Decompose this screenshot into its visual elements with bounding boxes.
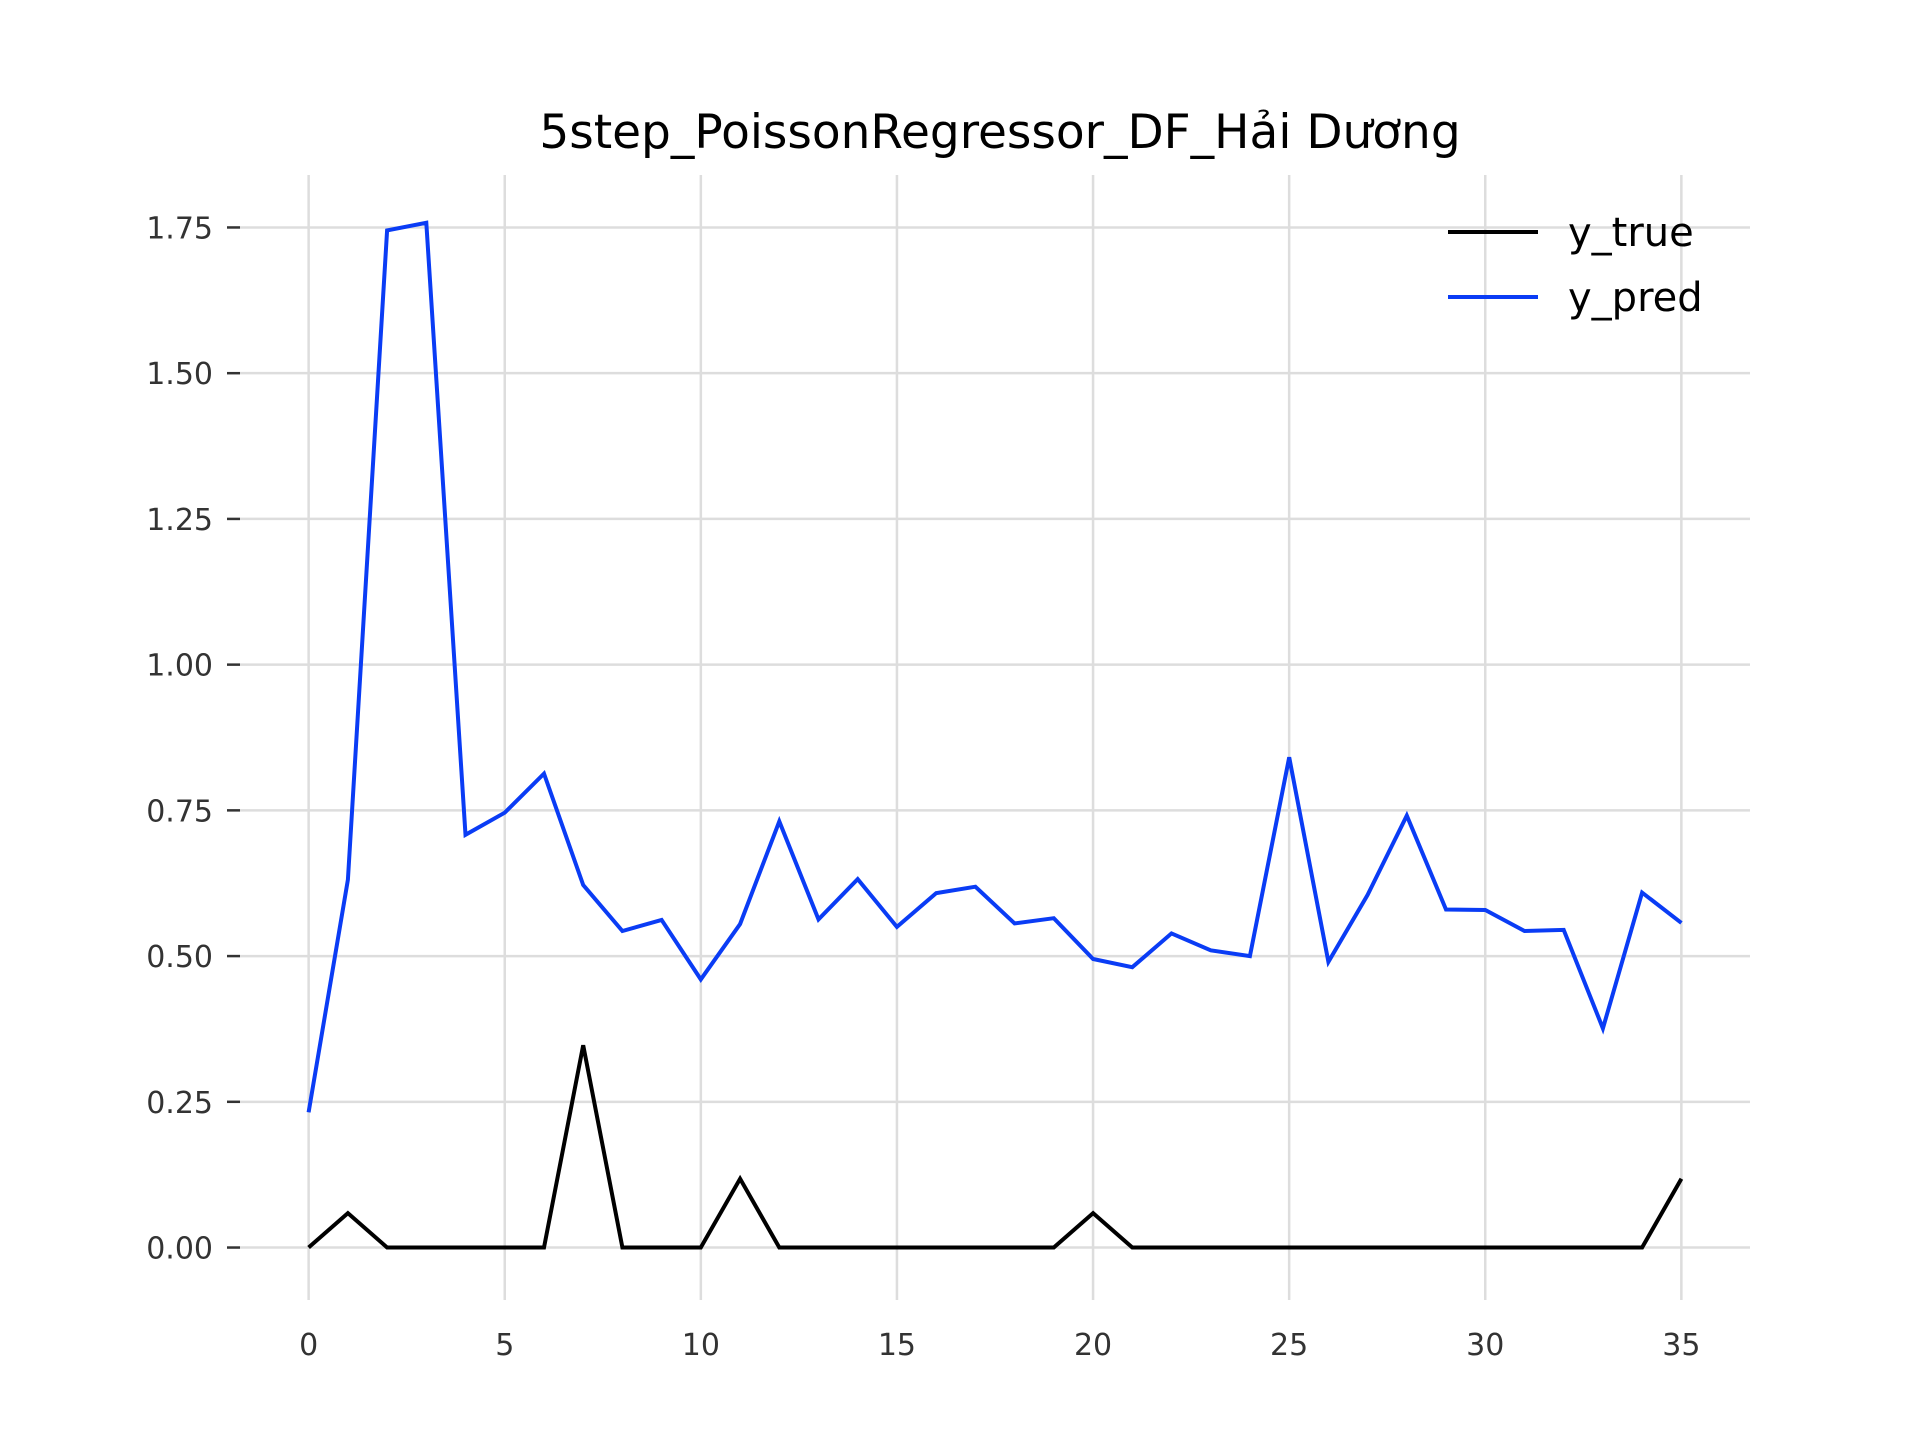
series-line-y-pred xyxy=(306,220,1683,1113)
y-tick-label: 0.25 xyxy=(146,1086,213,1121)
y-tick-label: 1.75 xyxy=(146,211,213,246)
legend-label-y-pred: y_pred xyxy=(1568,275,1703,321)
y-tick-label: 0.00 xyxy=(146,1232,213,1267)
y-tick-label: 0.75 xyxy=(146,794,213,829)
y-tick-label: 1.25 xyxy=(146,503,213,538)
grid xyxy=(240,175,1750,1300)
x-tick-label: 25 xyxy=(1270,1328,1308,1363)
y-tick-label: 0.50 xyxy=(146,940,213,975)
x-tick-label: 0 xyxy=(299,1328,318,1363)
x-tick-label: 10 xyxy=(682,1328,720,1363)
chart-title: 5step_PoissonRegressor_DF_Hải Dương xyxy=(539,105,1460,160)
x-tick-label: 35 xyxy=(1662,1328,1700,1363)
y-tick-label: 1.50 xyxy=(146,357,213,392)
x-tick-label: 20 xyxy=(1074,1328,1112,1363)
plot-area xyxy=(306,220,1684,1250)
x-tick-label: 30 xyxy=(1466,1328,1504,1363)
y-tick-label: 1.00 xyxy=(146,649,213,684)
x-tick-label: 15 xyxy=(878,1328,916,1363)
x-tick-label: 5 xyxy=(495,1328,514,1363)
axes: 0 5 10 15 20 25 30 35 0.00 0.25 0.50 0.75 1.00 1.25 1.… xyxy=(146,211,1700,1363)
legend: y_true y_pred xyxy=(1448,210,1703,321)
series-line-y-true xyxy=(307,1044,1684,1250)
legend-label-y-true: y_true xyxy=(1568,210,1694,256)
